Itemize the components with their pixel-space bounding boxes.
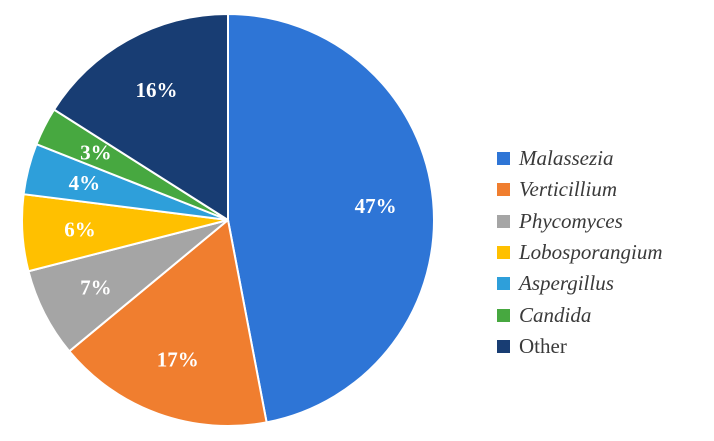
legend-swatch xyxy=(497,277,510,291)
data-label-phycomyces: 7% xyxy=(80,275,112,299)
pie-slice-verticillium xyxy=(67,218,268,427)
chart-legend: Malassezia Verticillium Phycomyces Lobospor… xyxy=(497,143,663,362)
legend-label: Malassezia xyxy=(519,146,614,171)
legend-item-lobosporangium: Lobosporangium xyxy=(497,237,663,268)
pie-slice-other xyxy=(52,12,229,222)
legend-item-candida: Candida xyxy=(497,299,663,330)
legend-item-phycomyces: Phycomyces xyxy=(497,206,663,237)
data-label-lobosporangium: 6% xyxy=(64,217,96,241)
legend-item-verticillium: Verticillium xyxy=(497,174,663,205)
legend-swatch xyxy=(497,246,510,260)
legend-swatch xyxy=(497,214,510,228)
legend-item-malassezia: Malassezia xyxy=(497,143,663,174)
data-label-malassezia: 47% xyxy=(355,194,397,218)
legend-label: Candida xyxy=(519,302,592,327)
legend-label: Verticillium xyxy=(519,177,617,202)
legend-label: Aspergillus xyxy=(519,271,614,296)
legend-label: Lobosporangium xyxy=(519,240,663,265)
pie-data-labels: 47% 17% 7% 6% 4% 3% 16% xyxy=(64,78,396,372)
legend-swatch xyxy=(497,152,510,166)
legend-swatch xyxy=(497,183,510,197)
legend-item-aspergillus: Aspergillus xyxy=(497,268,663,299)
legend-item-other: Other xyxy=(497,331,663,362)
legend-label: Other xyxy=(519,333,567,358)
pie-slice-malassezia xyxy=(227,12,435,424)
legend-swatch xyxy=(497,308,510,322)
data-label-aspergillus: 4% xyxy=(69,171,101,195)
legend-swatch xyxy=(497,339,510,353)
pie-slices xyxy=(21,12,435,427)
legend-label: Phycomyces xyxy=(519,208,623,233)
data-label-verticillium: 17% xyxy=(157,348,199,372)
data-label-other: 16% xyxy=(136,78,178,102)
data-label-candida: 3% xyxy=(80,141,112,165)
